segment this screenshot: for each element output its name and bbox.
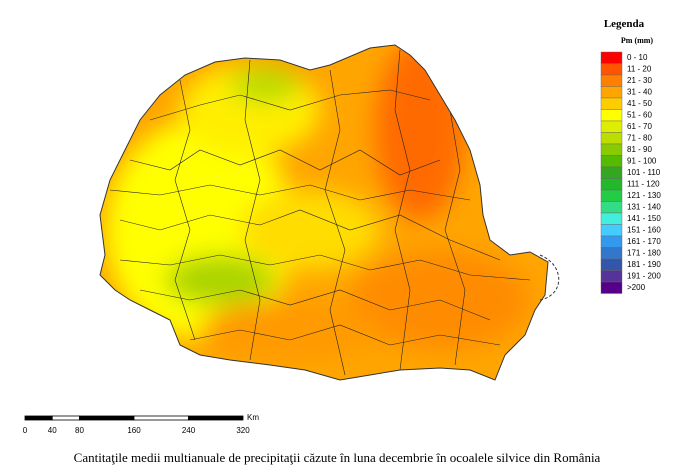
scale-unit: Km (247, 413, 259, 422)
legend-subtitle: Pm (mm) (621, 36, 654, 45)
legend-swatch (600, 270, 623, 283)
legend-swatch (600, 258, 623, 271)
legend-label: 111 - 120 (627, 180, 660, 189)
legend-swatch (600, 235, 623, 248)
legend-label: 171 - 180 (627, 249, 661, 258)
scale-segment (133, 415, 189, 421)
legend-label: 41 - 50 (627, 99, 652, 108)
legend-swatch (600, 155, 623, 168)
legend-label: 161 - 170 (627, 237, 661, 246)
legend-label: 151 - 160 (627, 226, 661, 235)
legend-swatch (600, 189, 623, 202)
scale-label: 240 (182, 426, 196, 435)
legend-label: 181 - 190 (627, 260, 661, 269)
legend-swatch (600, 166, 623, 179)
legend-swatch (600, 74, 623, 87)
legend-swatch (600, 212, 623, 225)
scale-label: 40 (48, 426, 57, 435)
scale-label: 160 (127, 426, 141, 435)
legend-label: 31 - 40 (627, 88, 652, 97)
country-outline (99, 44, 549, 381)
scale-segment (188, 415, 244, 421)
legend-swatch (600, 97, 623, 110)
caption: Cantitaţile medii multianuale de precipi… (74, 450, 601, 465)
legend-swatch (600, 132, 623, 145)
legend-swatch (600, 201, 623, 214)
legend-label: 61 - 70 (627, 122, 652, 131)
legend-label: 0 - 10 (627, 53, 648, 62)
scale-label: 0 (23, 426, 28, 435)
legend-label: 11 - 20 (627, 65, 652, 74)
legend: 0 - 10 11 - 20 21 - 30 31 - 40 41 - 50 51 - 6… (600, 51, 661, 294)
scale-segment (79, 415, 135, 421)
legend-label: 51 - 60 (627, 111, 652, 120)
scale-label: 80 (75, 426, 84, 435)
legend-label: 191 - 200 (627, 272, 661, 281)
scale-bar: 0 40 80 160 240 320 Km (23, 413, 260, 435)
legend-swatch (600, 247, 623, 260)
scale-segment (24, 415, 53, 421)
legend-swatch (600, 51, 623, 64)
legend-swatch (600, 120, 623, 133)
sea-boundary (539, 254, 560, 301)
legend-label: 121 - 130 (627, 191, 661, 200)
legend-label: 131 - 140 (627, 203, 661, 212)
legend-swatch (600, 224, 623, 237)
legend-label: 141 - 150 (627, 214, 661, 223)
legend-swatch (600, 281, 623, 294)
scale-segment (51, 415, 80, 421)
scale-label: 320 (236, 426, 250, 435)
map-area (100, 45, 548, 380)
legend-label: 71 - 80 (627, 134, 652, 143)
legend-swatch (600, 86, 623, 99)
legend-label: >200 (627, 283, 646, 292)
legend-swatch (600, 63, 623, 76)
legend-swatch (600, 143, 623, 156)
legend-label: 21 - 30 (627, 76, 652, 85)
legend-swatch (600, 109, 623, 122)
legend-swatch (600, 178, 623, 191)
legend-label: 81 - 90 (627, 145, 652, 154)
legend-label: 91 - 100 (627, 157, 657, 166)
legend-title: Legenda (604, 18, 645, 30)
legend-label: 101 - 110 (627, 168, 661, 177)
